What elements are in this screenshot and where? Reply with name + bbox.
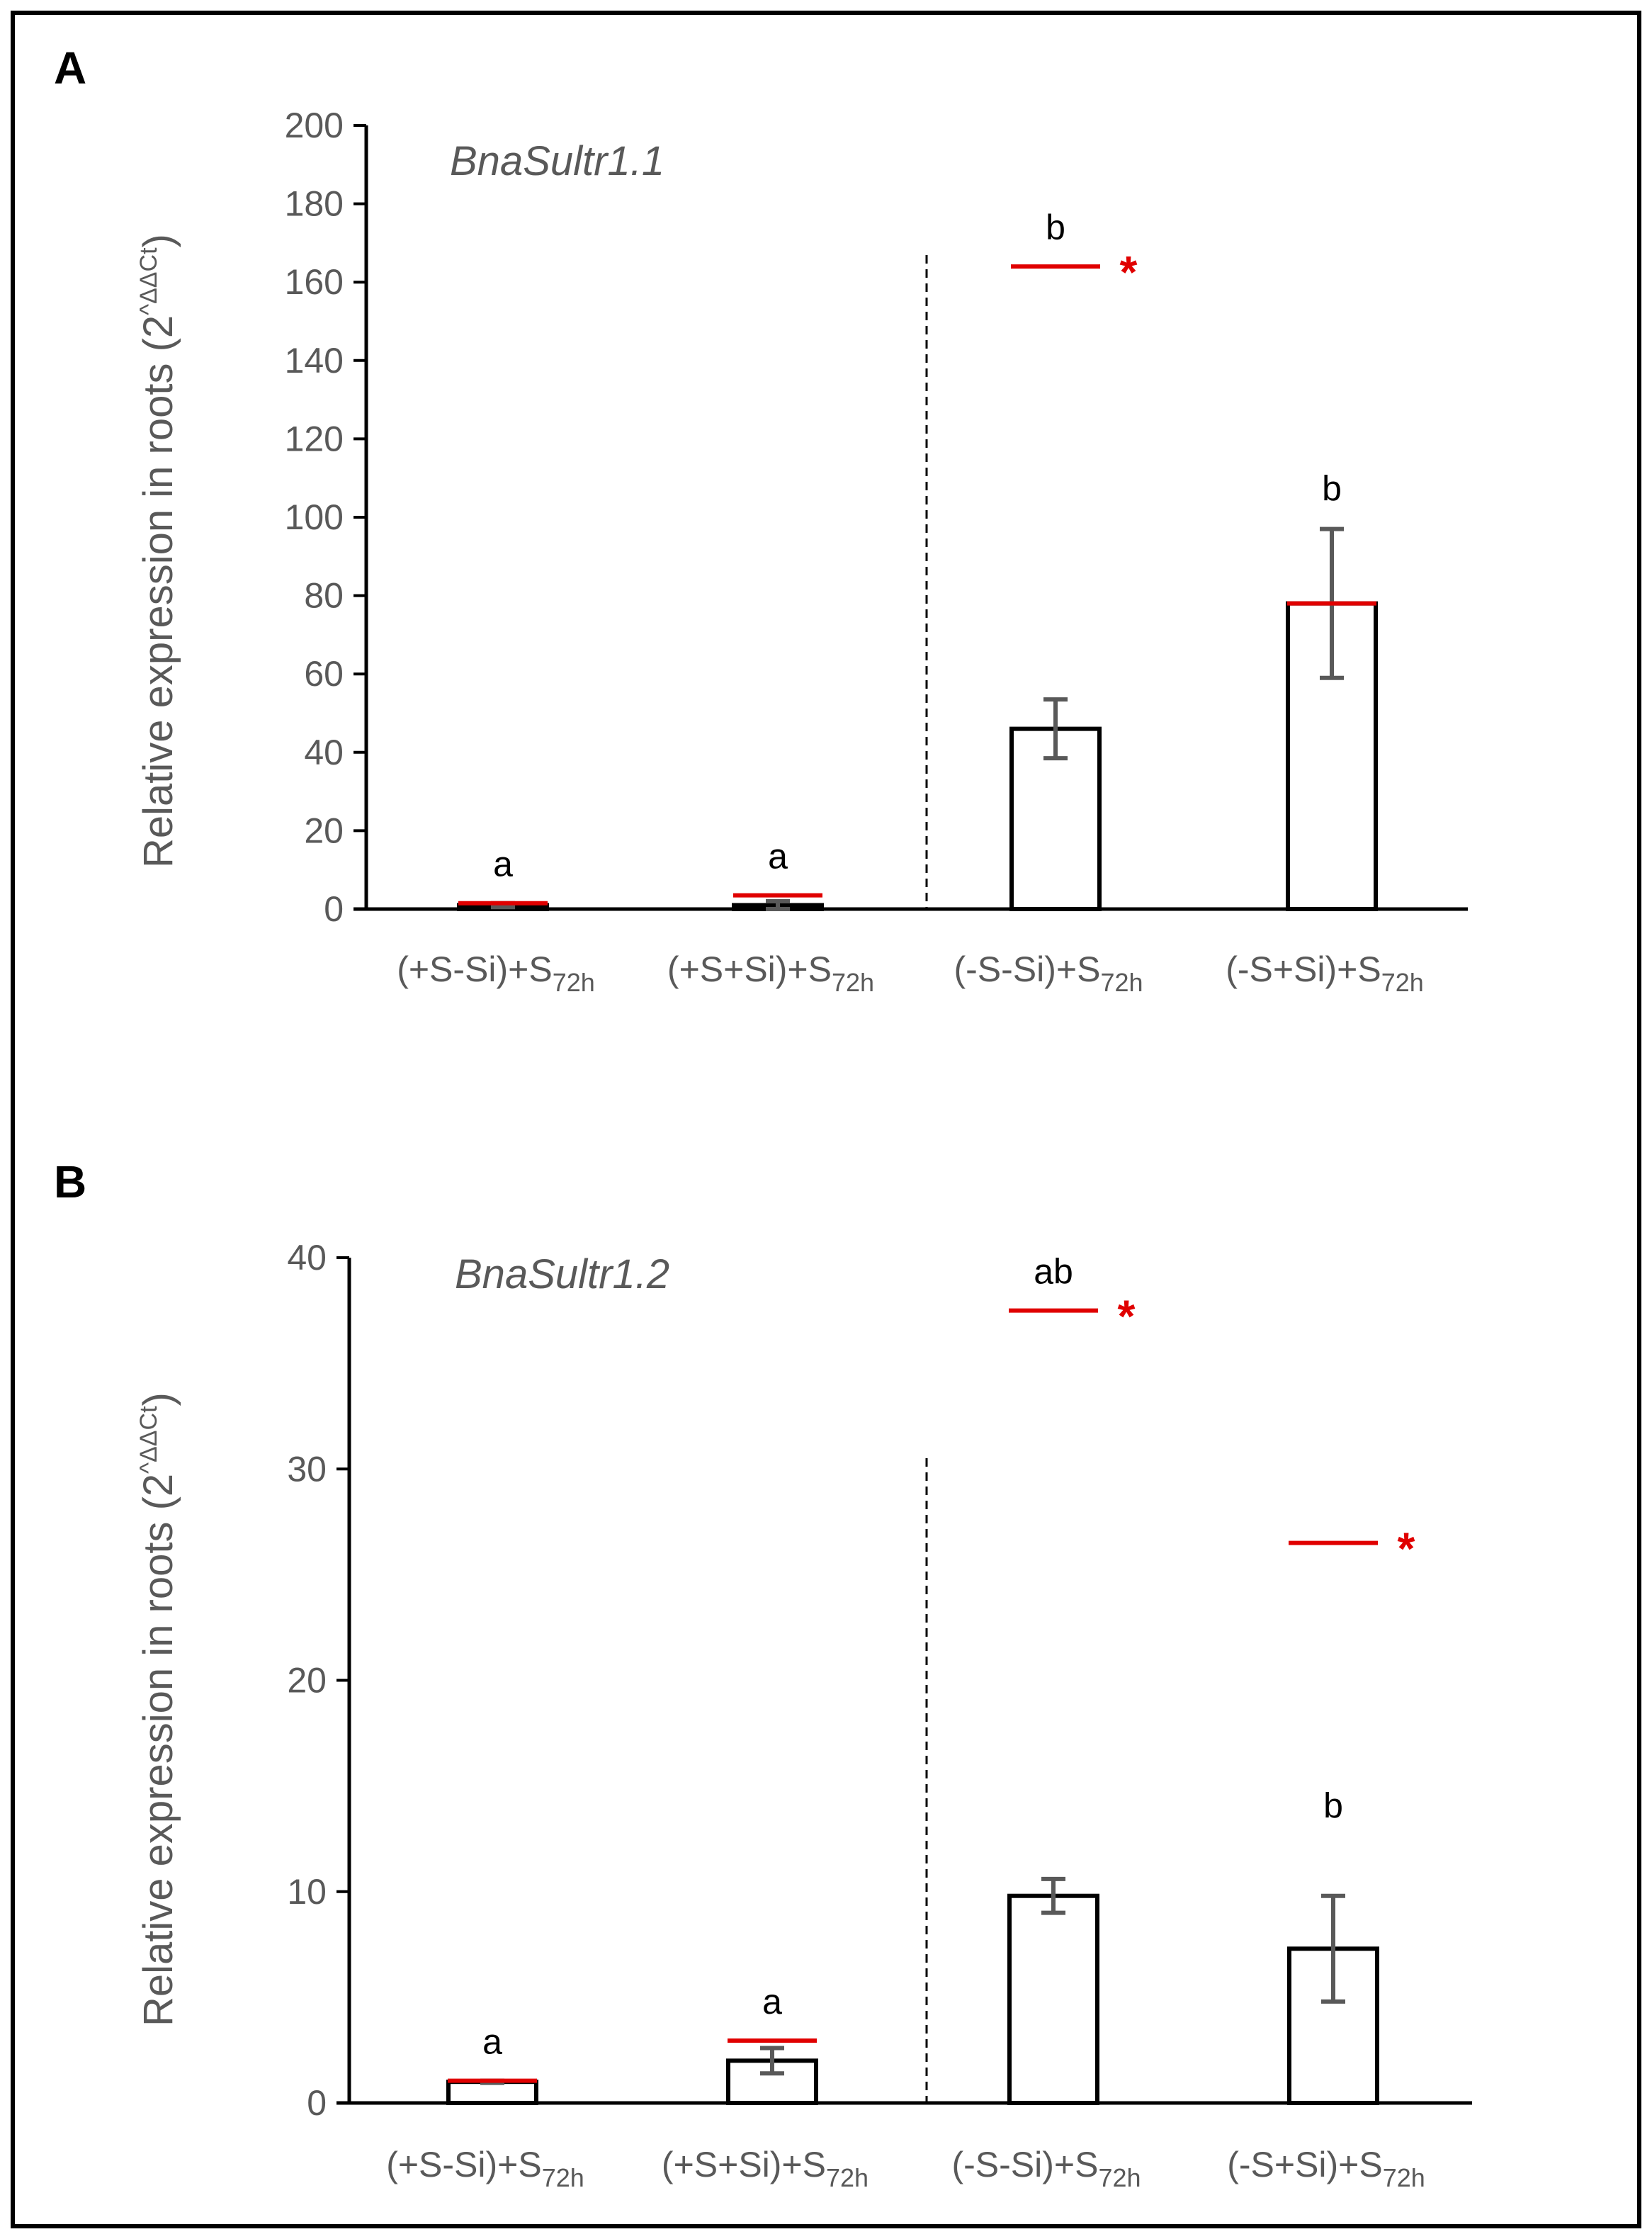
x-category-label-sub: 72h bbox=[1381, 968, 1424, 997]
y-tick-label: 20 bbox=[304, 811, 344, 850]
x-category-label: (+S-Si)+S72h bbox=[386, 2145, 584, 2192]
x-category-label-sub: 72h bbox=[832, 968, 874, 997]
significance-letter: b bbox=[1323, 1786, 1343, 1826]
panel-a-chart: A BnaSultr1.1 Relative expression in roo… bbox=[54, 43, 1468, 997]
significance-letter: a bbox=[768, 837, 788, 876]
significance-asterisk: * bbox=[1118, 1291, 1136, 1342]
x-category-label: (-S-Si)+S72h bbox=[951, 2145, 1141, 2192]
y-tick-label: 30 bbox=[287, 1449, 327, 1489]
panel-b-letter: B bbox=[54, 1156, 86, 1207]
significance-letter: ab bbox=[1034, 1252, 1073, 1292]
y-tick-label: 40 bbox=[287, 1238, 327, 1278]
x-category-label-sub: 72h bbox=[542, 2163, 584, 2192]
x-category-label-main: (+S+Si)+S bbox=[667, 949, 832, 989]
x-category-label-main: (+S-Si)+S bbox=[386, 2145, 542, 2184]
significance-letter: a bbox=[493, 845, 513, 884]
significance-letter: b bbox=[1322, 469, 1342, 509]
significance-letter: a bbox=[482, 2022, 502, 2062]
y-tick-label: 20 bbox=[287, 1661, 327, 1701]
x-category-label-sub: 72h bbox=[1098, 2163, 1141, 2192]
significance-asterisk: * bbox=[1398, 1523, 1415, 1574]
y-tick-label: 160 bbox=[285, 262, 344, 302]
significance-asterisk: * bbox=[1120, 247, 1138, 298]
y-tick-label: 180 bbox=[285, 184, 344, 224]
x-category-label-sub: 72h bbox=[1383, 2163, 1425, 2192]
x-category-label-main: (-S+Si)+S bbox=[1226, 949, 1381, 989]
x-category-label-sub: 72h bbox=[826, 2163, 869, 2192]
panel-a-letter: A bbox=[54, 43, 86, 94]
y-tick-label: 200 bbox=[285, 106, 344, 145]
x-category-label: (-S+Si)+S72h bbox=[1226, 949, 1424, 997]
x-category-label: (+S+Si)+S72h bbox=[662, 2145, 869, 2192]
panel-b-y-axis-label: Relative expression in roots (2^ΔΔCt) bbox=[135, 1392, 181, 2026]
y-tick-label: 0 bbox=[324, 889, 344, 929]
x-category-label-main: (+S-Si)+S bbox=[397, 949, 553, 989]
panel-a-y-axis-label: Relative expression in roots (2^ΔΔCt) bbox=[135, 234, 181, 868]
x-category-label: (-S-Si)+S72h bbox=[954, 949, 1143, 997]
y-tick-label: 140 bbox=[285, 341, 344, 380]
panel-b-chart: B BnaSultr1.2 Relative expression in roo… bbox=[54, 1156, 1472, 2192]
x-category-label: (+S+Si)+S72h bbox=[667, 949, 874, 997]
bar bbox=[1007, 1893, 1099, 2106]
x-category-label-main: (-S-Si)+S bbox=[954, 949, 1100, 989]
x-category-label: (-S+Si)+S72h bbox=[1227, 2145, 1425, 2192]
x-category-label: (+S-Si)+S72h bbox=[397, 949, 595, 997]
y-tick-label: 10 bbox=[287, 1872, 327, 1912]
x-category-label-main: (-S+Si)+S bbox=[1227, 2145, 1383, 2184]
x-category-label-sub: 72h bbox=[1100, 968, 1143, 997]
figure-border bbox=[11, 11, 1641, 2228]
x-category-label-sub: 72h bbox=[553, 968, 595, 997]
x-category-label-main: (-S-Si)+S bbox=[951, 2145, 1098, 2184]
significance-letter: a bbox=[762, 1982, 782, 2021]
y-tick-label: 60 bbox=[304, 654, 344, 694]
significance-letter: b bbox=[1046, 208, 1065, 247]
y-tick-label: 0 bbox=[307, 2083, 327, 2123]
y-tick-label: 80 bbox=[304, 576, 344, 616]
y-tick-label: 100 bbox=[285, 497, 344, 537]
y-tick-label: 120 bbox=[285, 419, 344, 458]
y-tick-label: 40 bbox=[304, 733, 344, 772]
panel-a-gene-title: BnaSultr1.1 bbox=[450, 138, 664, 184]
panel-b-gene-title: BnaSultr1.2 bbox=[455, 1251, 669, 1297]
x-category-label-main: (+S+Si)+S bbox=[662, 2145, 826, 2184]
